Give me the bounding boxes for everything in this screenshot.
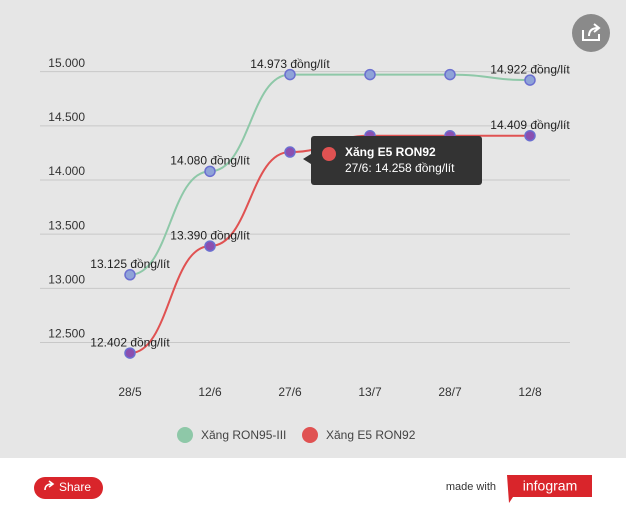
share-icon[interactable] [572,14,610,52]
x-tick-label: 12/6 [198,385,222,399]
data-point [444,68,456,81]
data-point [124,269,136,281]
x-tick-label: 13/7 [358,385,382,399]
data-point [284,146,296,158]
y-tick-label: 12.500 [48,327,85,341]
legend-swatch [302,427,318,443]
legend-swatch [177,427,193,443]
data-point [524,74,536,86]
made-with: made with [446,481,496,493]
value-label: 13.125 đồng/lít [90,257,170,271]
x-tick-label: 28/5 [118,385,142,399]
share-button[interactable] [572,14,610,52]
x-tick-label: 27/6 [278,385,302,399]
tooltip: Xăng E5 RON92 27/6: 14.258 đồng/lít [303,136,482,185]
brand[interactable]: infogram [523,478,577,494]
tooltip-pointer [303,154,311,164]
share-pill-label[interactable]: Share [59,480,91,494]
brand-badge[interactable] [507,475,592,503]
data-point [524,129,536,142]
value-label: 12.402 đồng/lít [90,335,170,349]
tooltip-box [311,136,482,185]
y-tick-label: 13.000 [48,273,85,287]
tooltip-text: 27/6: 14.258 đồng/lít [345,161,455,175]
value-label: 14.922 đồng/lít [490,62,570,76]
value-label: 14.080 đồng/lít [170,154,250,168]
chart-background [0,0,626,458]
y-tick-label: 13.500 [48,218,85,232]
legend-label: Xăng E5 RON92 [326,428,416,442]
y-tick-label: 14.500 [48,110,85,124]
plot: 12.500 13.000 13.500 14.000 14.500 15.000 28/5… [40,56,570,399]
data-point [284,68,296,81]
data-point [204,240,216,252]
data-point [124,347,136,359]
tooltip-title: Xăng E5 RON92 [345,145,436,159]
y-tick-label: 15.000 [48,56,85,70]
data-point [364,68,376,81]
value-label: 13.390 đồng/lít [170,228,250,242]
x-tick-label: 28/7 [438,385,462,399]
tooltip-swatch [322,147,336,161]
y-tick-label: 14.000 [48,164,85,178]
x-tick-label: 12/8 [518,385,542,399]
value-label: 14.973 đồng/lít [250,57,330,71]
legend: Xăng RON95-III Xăng E5 RON92 [177,427,416,443]
share-pill[interactable]: Share [34,477,103,499]
legend-label: Xăng RON95-III [201,428,286,442]
value-label: 14.409 đồng/lít [490,118,570,132]
share-glyph [582,23,601,41]
data-point [204,165,216,178]
share-pill-icon [44,480,55,491]
